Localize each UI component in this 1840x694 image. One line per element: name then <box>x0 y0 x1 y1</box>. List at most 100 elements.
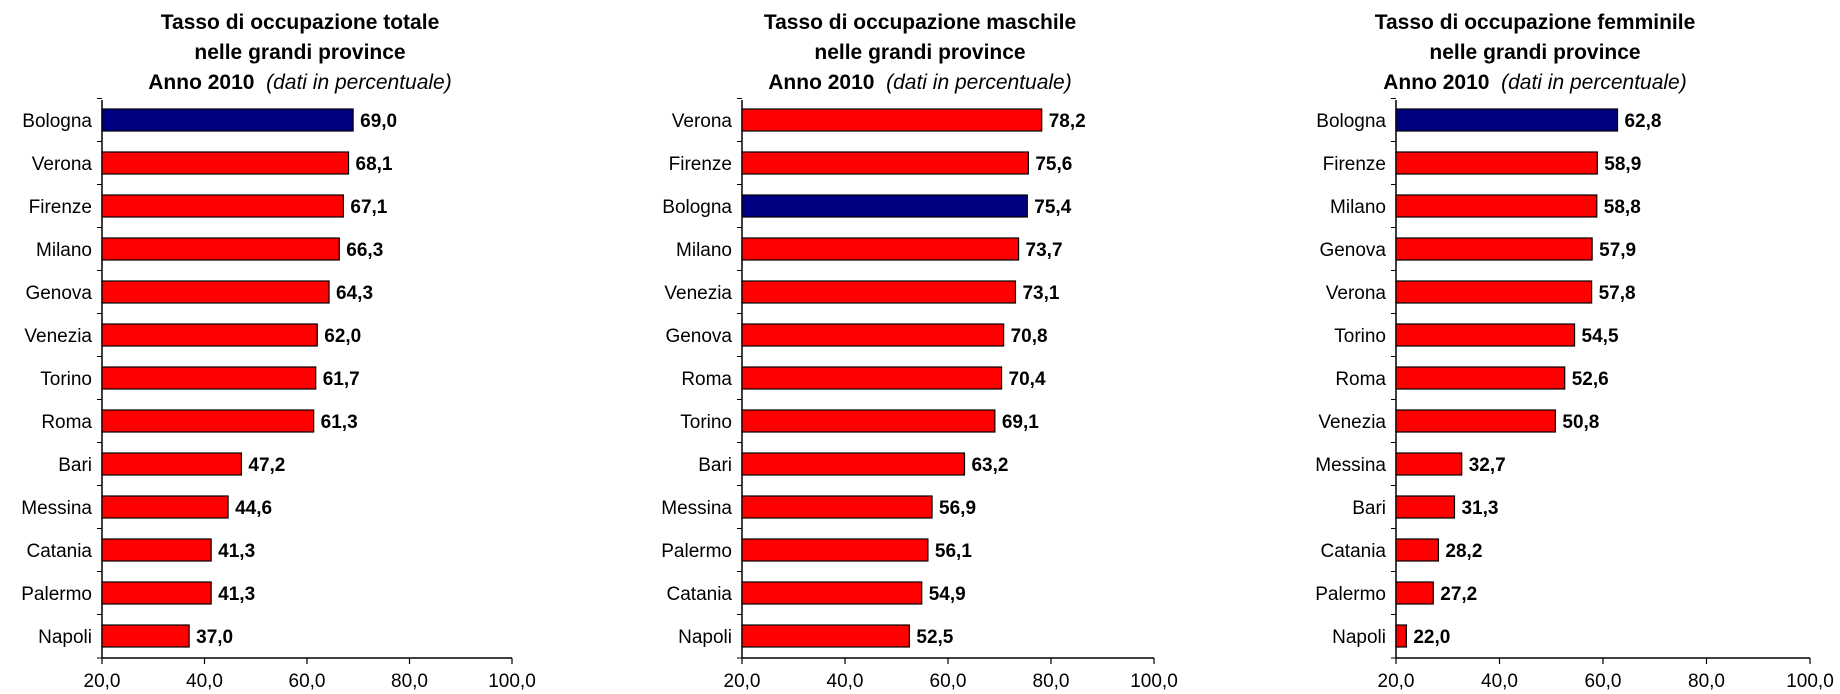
category-label: Bari <box>698 455 732 476</box>
bar <box>1395 581 1434 605</box>
x-tick-label: 80,0 <box>391 671 428 692</box>
chart-title-line-1: Tasso di occupazione totale <box>160 11 440 34</box>
chart-subtitle: Anno 2010 (dati in percentuale) <box>1235 68 1835 98</box>
category-label: Bari <box>1352 498 1386 519</box>
data-label: 73,1 <box>1022 283 1059 304</box>
bar <box>741 366 1003 390</box>
bar <box>741 323 1005 347</box>
x-tick-label: 100,0 <box>488 671 536 692</box>
category-label: Bari <box>58 455 92 476</box>
data-label: 56,9 <box>939 498 976 519</box>
category-label: Napoli <box>1332 627 1386 648</box>
chart-subtitle-note: (dati in percentuale) <box>266 71 452 94</box>
bar <box>741 151 1029 175</box>
x-tick-label: 40,0 <box>1481 671 1518 692</box>
chart-subtitle: Anno 2010 (dati in percentuale) <box>620 68 1220 98</box>
data-label: 64,3 <box>336 283 373 304</box>
bar-highlight <box>741 194 1028 218</box>
bar <box>101 624 190 648</box>
data-label: 31,3 <box>1461 498 1498 519</box>
data-label: 37,0 <box>196 627 233 648</box>
x-tick-label: 60,0 <box>1585 671 1622 692</box>
category-label: Torino <box>680 412 732 433</box>
data-label: 78,2 <box>1049 111 1086 132</box>
chart-subtitle-note: (dati in percentuale) <box>1501 71 1687 94</box>
data-label: 57,9 <box>1599 240 1636 261</box>
bar <box>741 108 1043 132</box>
category-label: Firenze <box>669 154 732 175</box>
bar <box>101 280 330 304</box>
bar <box>101 495 229 519</box>
category-label: Milano <box>36 240 92 261</box>
data-label: 58,9 <box>1604 154 1641 175</box>
bar <box>101 581 212 605</box>
data-label: 68,1 <box>356 154 393 175</box>
x-tick-label: 20,0 <box>724 671 761 692</box>
x-tick-label: 40,0 <box>827 671 864 692</box>
bar <box>101 409 315 433</box>
category-label: Firenze <box>29 197 92 218</box>
bar <box>101 366 317 390</box>
data-label: 61,3 <box>321 412 358 433</box>
data-label: 56,1 <box>935 541 972 562</box>
category-label: Napoli <box>678 627 732 648</box>
bar <box>101 323 318 347</box>
bar-chart-maschile: Verona 78,2 Firenze 75,6 Bologna 75,4 Milano 73… <box>661 98 1178 692</box>
data-label: 67,1 <box>350 197 387 218</box>
bar-chart-totale: Bologna 69,0 Verona 68,1 Firenze 67,1 Milano 66… <box>21 98 536 692</box>
bar-chart-femminile: Bologna 62,8 Firenze 58,9 Milano 58,8 Genova 57… <box>1315 98 1834 692</box>
chart-title-line-2: nelle grandi province <box>1429 41 1641 64</box>
bar-highlight <box>101 108 354 132</box>
data-label: 61,7 <box>323 369 360 390</box>
chart-subtitle-year: Anno 2010 <box>768 71 875 94</box>
category-label: Torino <box>1334 326 1386 347</box>
category-label: Palermo <box>21 584 92 605</box>
data-label: 66,3 <box>346 240 383 261</box>
bar <box>1395 237 1593 261</box>
x-tick-label: 20,0 <box>1378 671 1415 692</box>
category-label: Roma <box>1335 369 1386 390</box>
category-label: Venezia <box>24 326 92 347</box>
category-label: Messina <box>661 498 732 519</box>
data-label: 54,9 <box>929 584 966 605</box>
category-label: Palermo <box>1315 584 1386 605</box>
bar <box>1395 538 1440 562</box>
bar <box>741 452 966 476</box>
x-tick-label: 60,0 <box>930 671 967 692</box>
data-label: 41,3 <box>218 584 255 605</box>
data-label: 28,2 <box>1445 541 1482 562</box>
chart-title-line-1: Tasso di occupazione femminile <box>1374 11 1696 34</box>
category-label: Torino <box>40 369 92 390</box>
x-tick-label: 100,0 <box>1130 671 1178 692</box>
category-label: Milano <box>676 240 732 261</box>
bar <box>1395 452 1463 476</box>
data-label: 50,8 <box>1562 412 1599 433</box>
chart-subtitle-year: Anno 2010 <box>1383 71 1490 94</box>
category-label: Verona <box>672 111 733 132</box>
category-label: Genova <box>665 326 732 347</box>
data-label: 52,5 <box>916 627 953 648</box>
bar <box>1395 280 1593 304</box>
bar <box>1395 366 1566 390</box>
x-tick-label: 80,0 <box>1688 671 1725 692</box>
data-label: 63,2 <box>971 455 1008 476</box>
x-tick-label: 80,0 <box>1033 671 1070 692</box>
category-label: Catania <box>1321 541 1387 562</box>
bar <box>101 237 340 261</box>
data-label: 54,5 <box>1582 326 1619 347</box>
category-label: Genova <box>1319 240 1386 261</box>
category-label: Bologna <box>22 111 92 132</box>
data-label: 70,4 <box>1009 369 1046 390</box>
data-label: 52,6 <box>1572 369 1609 390</box>
data-label: 75,6 <box>1035 154 1072 175</box>
category-label: Messina <box>21 498 92 519</box>
category-label: Catania <box>27 541 93 562</box>
chart-panel-femminile: Tasso di occupazione femminile nelle gra… <box>1235 0 1835 694</box>
data-label: 44,6 <box>235 498 272 519</box>
chart-subtitle: Anno 2010 (dati in percentuale) <box>0 68 600 98</box>
bar <box>101 538 212 562</box>
category-label: Milano <box>1330 197 1386 218</box>
chart-title-line-2: nelle grandi province <box>194 41 406 64</box>
data-label: 41,3 <box>218 541 255 562</box>
chart-subtitle-year: Anno 2010 <box>148 71 255 94</box>
